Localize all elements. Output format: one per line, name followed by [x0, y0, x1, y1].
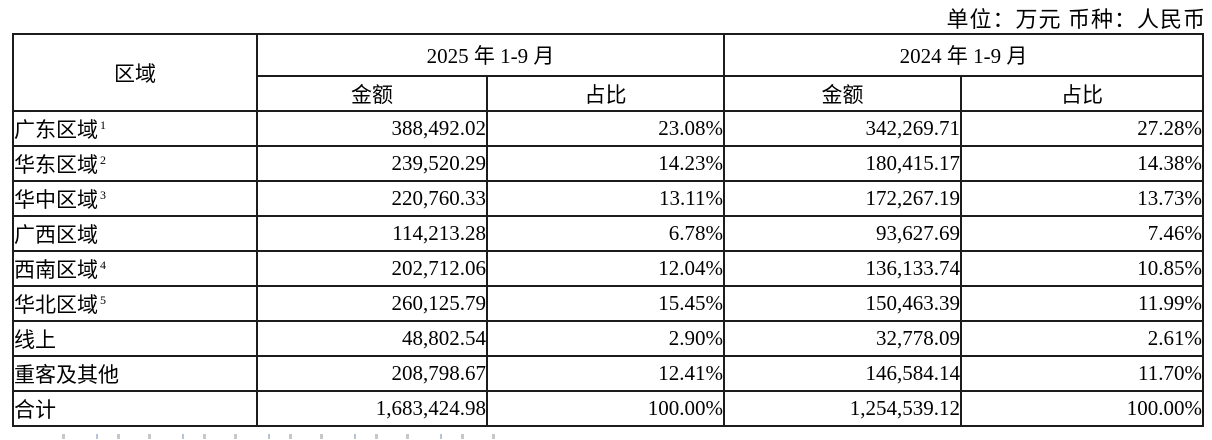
share-2024-cell: 100.00%: [960, 390, 1204, 427]
amount-2024-cell: 180,415.17: [723, 145, 962, 182]
region-cell: 华中区域 3: [12, 180, 258, 217]
region-cell: 华东区域 2: [12, 145, 258, 182]
table-row: 线上 48,802.54 2.90% 32,778.09 2.61%: [12, 320, 1204, 357]
share-2024-cell: 10.85%: [960, 250, 1204, 287]
amount-2025-cell: 202,712.06: [256, 250, 488, 287]
share-2024-cell: 7.46%: [960, 215, 1204, 252]
share-2025-cell: 15.45%: [486, 285, 725, 322]
column-header-region: 区域: [12, 33, 258, 112]
share-2025-cell: 12.41%: [486, 355, 725, 392]
footnote-marker: 2: [100, 152, 106, 167]
amount-2024-cell: 1,254,539.12: [723, 390, 962, 427]
amount-2025-cell: 114,213.28: [256, 215, 488, 252]
clipped-footnote-line: [62, 434, 502, 439]
table-row: 广东区域 1 388,492.02 23.08% 342,269.71 27.28…: [12, 110, 1204, 147]
region-cell: 线上: [12, 320, 258, 357]
share-2025-cell: 23.08%: [486, 110, 725, 147]
header-row-measures: 金额 占比 金额 占比: [13, 75, 1204, 112]
column-header-amount-2024: 金额: [723, 75, 962, 112]
share-2025-cell: 14.23%: [486, 145, 725, 182]
share-2024-cell: 11.70%: [960, 355, 1204, 392]
region-cell: 重客及其他: [12, 355, 258, 392]
amount-2024-cell: 146,584.14: [723, 355, 962, 392]
share-2024-cell: 27.28%: [960, 110, 1204, 147]
footnote-marker: 5: [100, 292, 106, 307]
footnote-marker: 1: [100, 117, 106, 132]
unit-currency-note: 单位：万元 币种：人民币: [946, 7, 1206, 32]
share-2025-cell: 2.90%: [486, 320, 725, 357]
column-header-period-2024: 2024 年 1-9 月: [723, 33, 1204, 77]
share-2024-cell: 2.61%: [960, 320, 1204, 357]
amount-2025-cell: 260,125.79: [256, 285, 488, 322]
amount-2025-cell: 220,760.33: [256, 180, 488, 217]
amount-2024-cell: 136,133.74: [723, 250, 962, 287]
amount-2025-cell: 388,492.02: [256, 110, 488, 147]
table-row: 广西区域 114,213.28 6.78% 93,627.69 7.46%: [12, 215, 1204, 252]
column-header-share-2025: 占比: [486, 75, 725, 112]
share-2024-cell: 11.99%: [960, 285, 1204, 322]
amount-2024-cell: 93,627.69: [723, 215, 962, 252]
table-row: 西南区域 4 202,712.06 12.04% 136,133.74 10.85…: [12, 250, 1204, 287]
table-row: 重客及其他 208,798.67 12.41% 146,584.14 11.70…: [12, 355, 1204, 392]
table-row: 华北区域 5 260,125.79 15.45% 150,463.39 11.99…: [12, 285, 1204, 322]
table-row: 华中区域 3 220,760.33 13.11% 172,267.19 13.73…: [12, 180, 1204, 217]
column-header-amount-2025: 金额: [256, 75, 488, 112]
region-cell: 广西区域: [12, 215, 258, 252]
footnote-marker: 4: [100, 257, 106, 272]
region-cell: 广东区域 1: [12, 110, 258, 147]
column-header-share-2024: 占比: [960, 75, 1204, 112]
amount-2025-cell: 48,802.54: [256, 320, 488, 357]
column-header-period-2025: 2025 年 1-9 月: [256, 33, 725, 77]
amount-2024-cell: 172,267.19: [723, 180, 962, 217]
share-2024-cell: 14.38%: [960, 145, 1204, 182]
amount-2025-cell: 1,683,424.98: [256, 390, 488, 427]
footnote-marker: 3: [100, 187, 106, 202]
amount-2024-cell: 32,778.09: [723, 320, 962, 357]
share-2025-cell: 13.11%: [486, 180, 725, 217]
amount-2024-cell: 342,269.71: [723, 110, 962, 147]
header-row-periods: 区域 2025 年 1-9 月 2024 年 1-9 月: [12, 33, 1204, 112]
share-2025-cell: 12.04%: [486, 250, 725, 287]
region-cell: 西南区域 4: [12, 250, 258, 287]
region-cell: 合计: [12, 390, 258, 427]
amount-2025-cell: 208,798.67: [256, 355, 488, 392]
share-2024-cell: 13.73%: [960, 180, 1204, 217]
regional-revenue-table: 区域 2025 年 1-9 月 2024 年 1-9 月 金额 占比 金额 占比…: [12, 33, 1204, 427]
amount-2025-cell: 239,520.29: [256, 145, 488, 182]
share-2025-cell: 100.00%: [486, 390, 725, 427]
table-row-total: 合计 1,683,424.98 100.00% 1,254,539.12 100…: [12, 390, 1204, 427]
region-cell: 华北区域 5: [12, 285, 258, 322]
table-row: 华东区域 2 239,520.29 14.23% 180,415.17 14.38…: [12, 145, 1204, 182]
share-2025-cell: 6.78%: [486, 215, 725, 252]
amount-2024-cell: 150,463.39: [723, 285, 962, 322]
